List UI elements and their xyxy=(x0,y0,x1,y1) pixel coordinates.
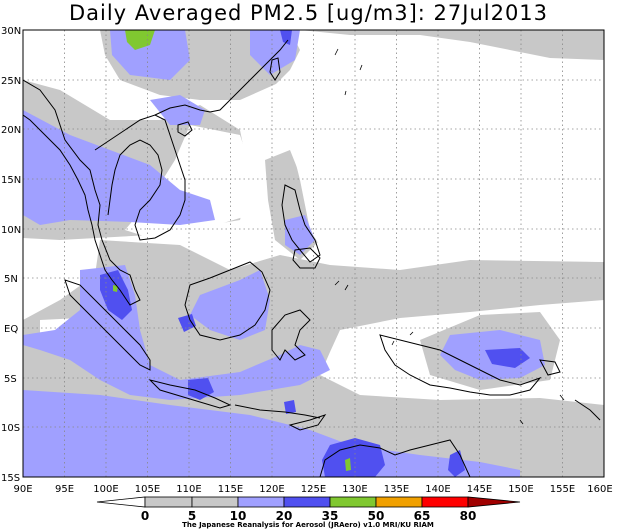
coast-asia-mainland xyxy=(23,79,141,306)
colorbar-left-triangle xyxy=(96,496,146,508)
coast-nusa-tenggara xyxy=(234,404,321,419)
lat-label: 20N xyxy=(1,125,21,136)
lon-label: 145E xyxy=(467,484,492,495)
colorbar-seg-0 xyxy=(144,496,193,508)
coast-java xyxy=(148,379,232,409)
pm25-field xyxy=(23,30,604,477)
colorbar-label: 20 xyxy=(276,509,293,523)
coast-mindanao xyxy=(292,247,321,269)
blue-borneo xyxy=(190,270,270,340)
colorbar-seg-5 xyxy=(375,496,423,508)
colorbar-label: 35 xyxy=(322,509,339,523)
colorbar-label: 65 xyxy=(414,509,431,523)
lon-label: 115E xyxy=(218,484,243,495)
coast-png xyxy=(379,334,542,396)
coast-taiwan xyxy=(269,57,281,81)
coast-sumatra xyxy=(64,279,151,371)
lon-label: 150E xyxy=(508,484,533,495)
lon-label: 130E xyxy=(342,484,367,495)
colorbar-seg-3 xyxy=(283,496,331,508)
plot-frame xyxy=(22,29,605,478)
dblue-nt-australia xyxy=(322,438,385,477)
blue-philippines xyxy=(285,215,315,255)
lon-label: 135E xyxy=(384,484,409,495)
coast-china-south xyxy=(154,39,289,116)
lat-label: 30N xyxy=(1,26,21,37)
colorbar-right-triangle xyxy=(467,496,521,508)
lon-label: 125E xyxy=(301,484,326,495)
lon-label: 120E xyxy=(259,484,284,495)
lat-label: 15N xyxy=(1,175,21,186)
lat-label: 5N xyxy=(4,274,18,285)
dblue-china-top xyxy=(280,30,292,45)
lon-label: 160E xyxy=(587,484,612,495)
lon-label: 90E xyxy=(13,484,32,495)
coast-hainan xyxy=(177,121,193,137)
colorbar-label: 10 xyxy=(230,509,247,523)
colorbar-seg-4 xyxy=(329,496,377,508)
lat-label: 15S xyxy=(1,473,20,484)
blue-china-south xyxy=(150,95,205,125)
coast-solomon xyxy=(574,399,601,421)
blue-sumatra xyxy=(23,265,330,400)
dblue-sulawesi xyxy=(284,400,296,414)
dblue-borneo xyxy=(178,314,196,332)
coast-philippines xyxy=(281,184,321,263)
coast-australia-nt xyxy=(319,439,471,477)
colorbar-label: 5 xyxy=(188,509,196,523)
green-sumatra xyxy=(113,285,118,292)
dblue-sumatra xyxy=(100,270,132,320)
green-australia xyxy=(345,458,351,471)
blue-india-band xyxy=(23,110,215,225)
coast-indochina xyxy=(94,114,186,241)
lon-label: 105E xyxy=(135,484,160,495)
colorbar-seg-6 xyxy=(421,496,469,508)
lat-label: 10N xyxy=(1,225,21,236)
coastlines xyxy=(23,39,601,477)
lat-label: 10S xyxy=(1,423,20,434)
coast-timor xyxy=(288,414,327,431)
island-marks xyxy=(334,48,565,425)
lon-labels: 90E 95E 100E 105E 110E 115E 120E 125E 13… xyxy=(13,484,612,495)
coast-new-britain xyxy=(539,359,561,376)
dblue-png xyxy=(485,348,530,368)
colorbar-seg-1 xyxy=(191,496,239,508)
lon-label: 110E xyxy=(176,484,201,495)
colorbar-label: 50 xyxy=(368,509,385,523)
colorbar-label: 80 xyxy=(460,509,477,523)
lat-label: 5S xyxy=(4,374,17,385)
gray-ne-pacific xyxy=(300,30,604,60)
coast-sulawesi xyxy=(271,309,311,361)
map-title: Daily Averaged PM2.5 [ug/m3]: 27Jul2013 xyxy=(68,1,549,25)
credit-text: The Japanese Reanalysis for Aerosol (JRA… xyxy=(182,521,434,529)
colorbar-label: 0 xyxy=(141,509,149,523)
white-pacific xyxy=(270,45,604,268)
coast-borneo xyxy=(184,261,271,341)
lon-label: 140E xyxy=(425,484,450,495)
lon-label: 155E xyxy=(550,484,575,495)
lat-label: 25N xyxy=(1,76,21,87)
lon-label: 100E xyxy=(93,484,118,495)
lon-label: 95E xyxy=(55,484,74,495)
colorbar: 0 5 10 20 35 50 65 80 xyxy=(96,496,521,523)
colorbar-seg-2 xyxy=(237,496,285,508)
lat-labels: 30N 25N 20N 15N 10N 5N EQ 5S 10S 15S xyxy=(1,26,21,484)
lat-label: EQ xyxy=(4,324,18,335)
